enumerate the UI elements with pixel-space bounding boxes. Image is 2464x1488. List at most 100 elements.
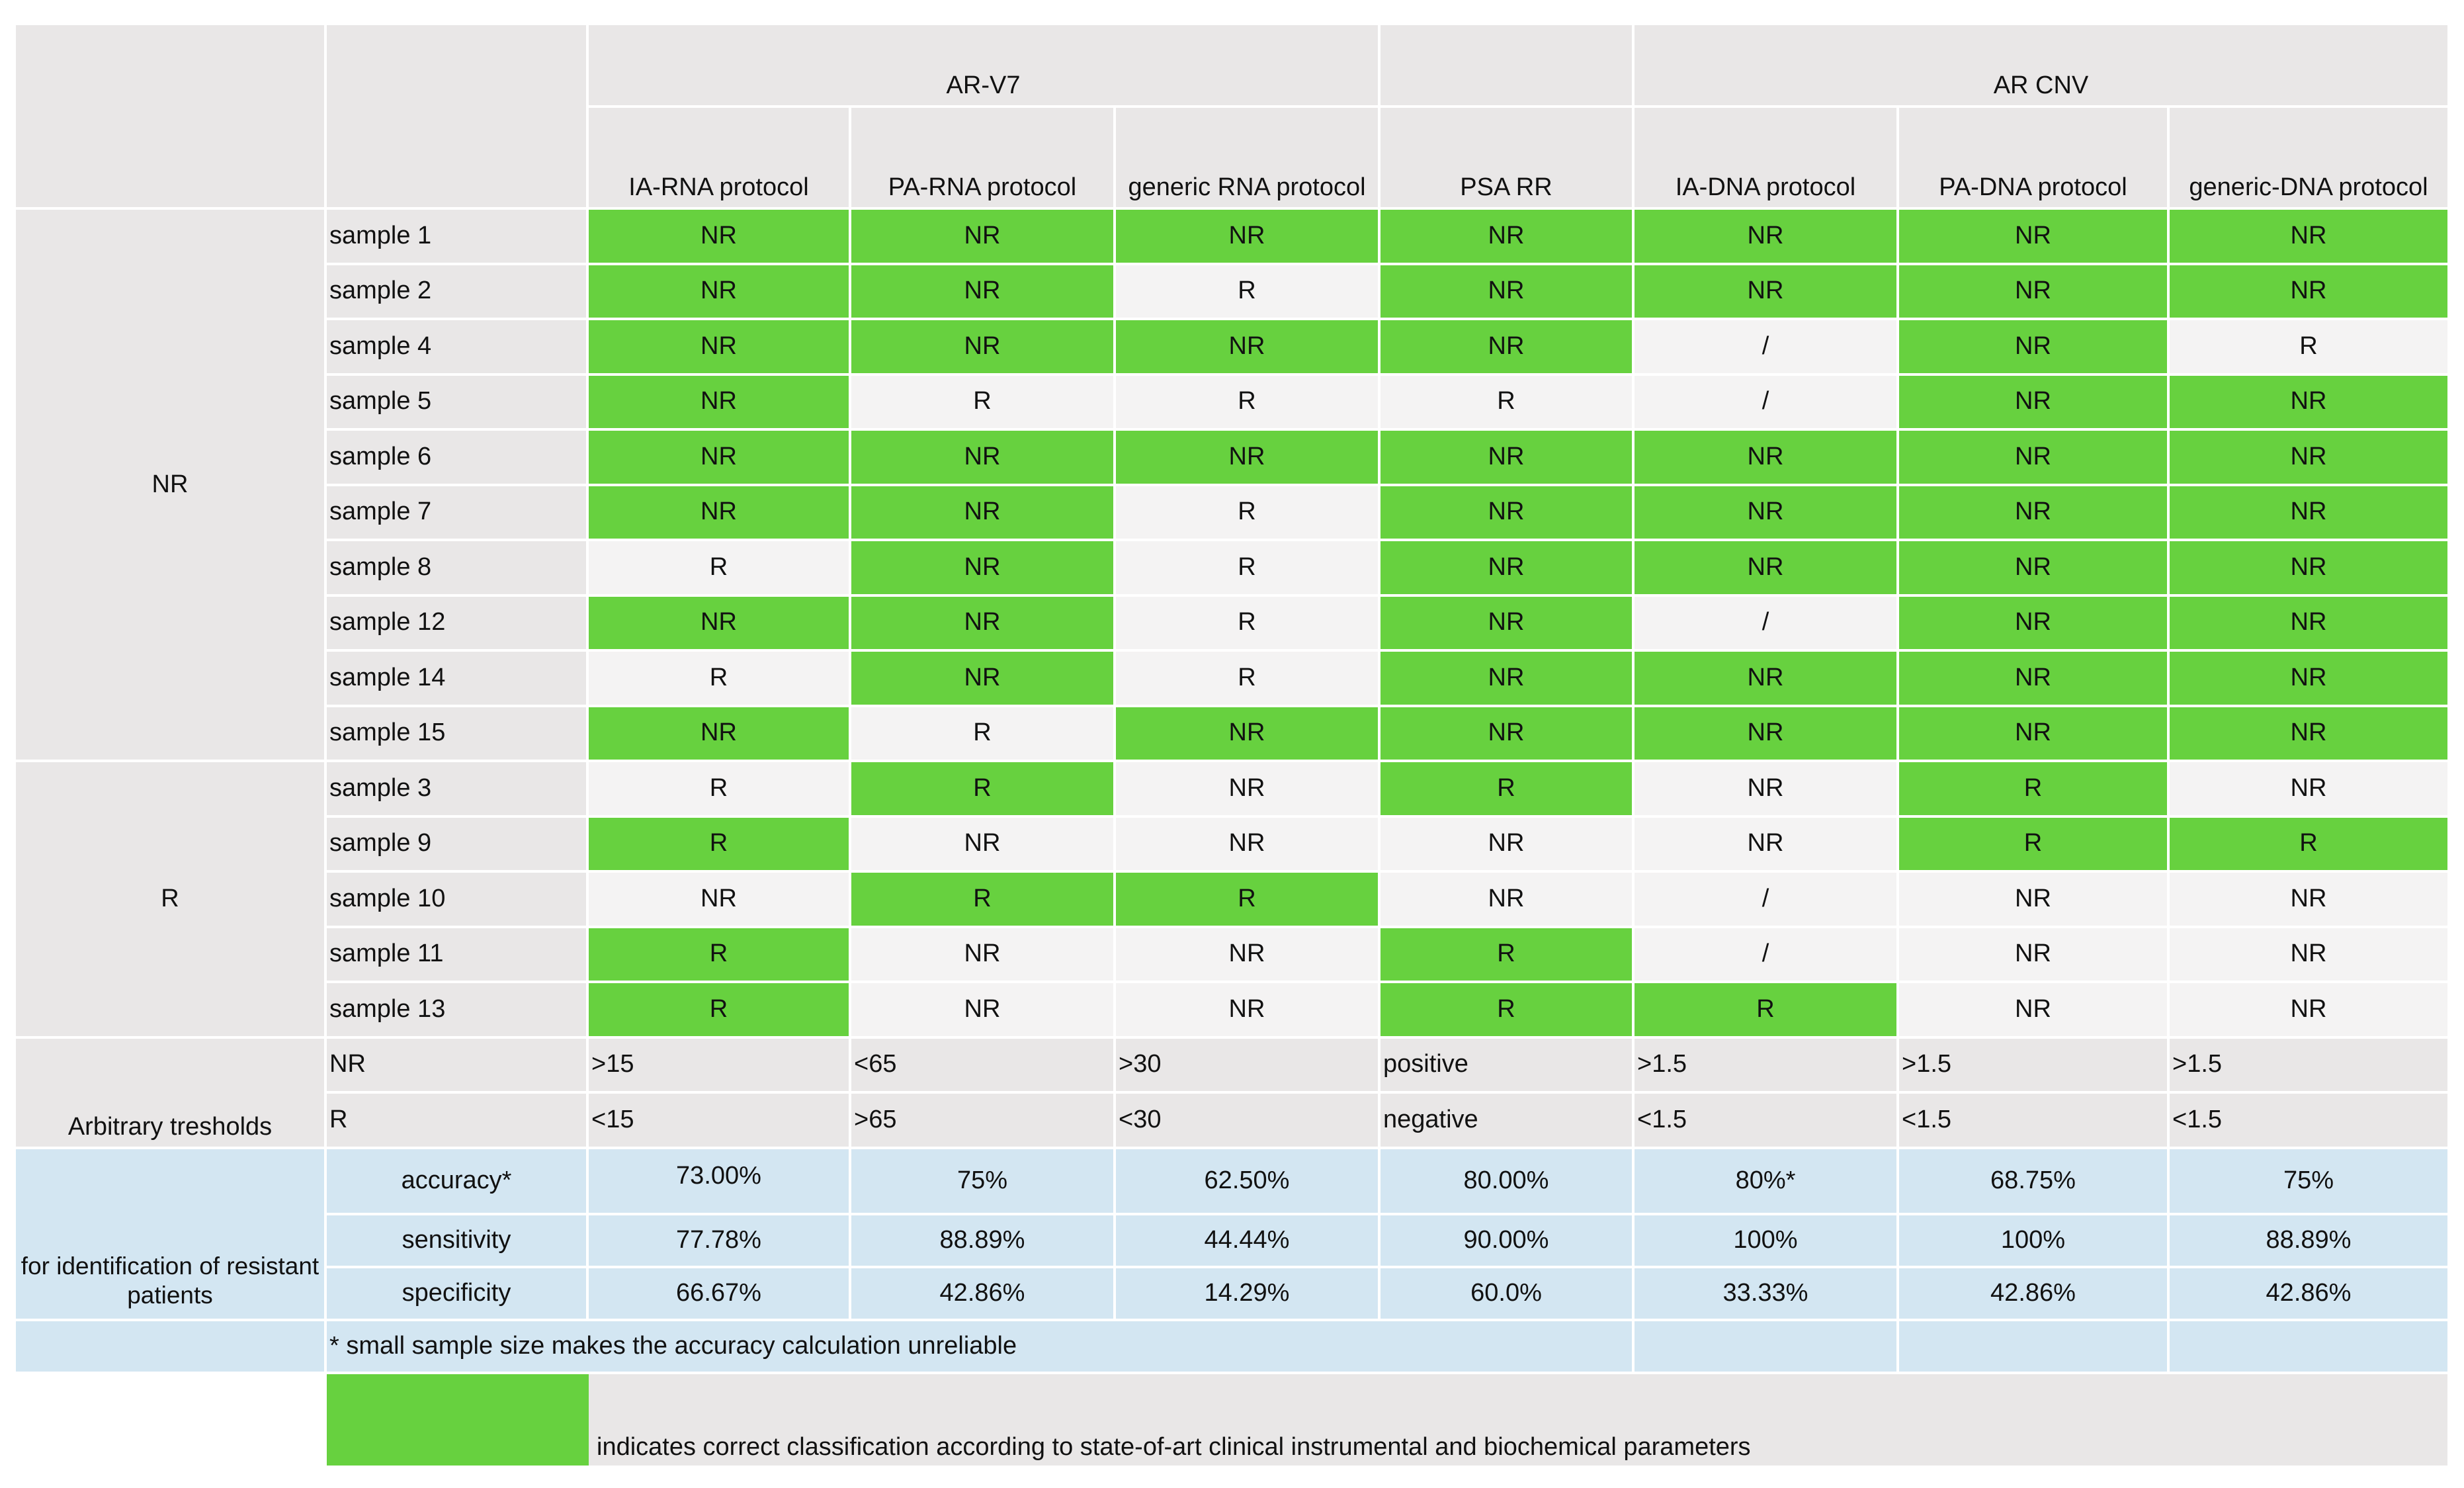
metric-value: 33.33% bbox=[1635, 1268, 1896, 1319]
table-cell: NR bbox=[1116, 707, 1378, 760]
sample-label: sample 11 bbox=[327, 928, 586, 981]
table-cell: NR bbox=[1116, 817, 1378, 870]
table-cell: NR bbox=[1899, 431, 2167, 484]
table-cell: NR bbox=[1381, 320, 1632, 373]
table-cell: R bbox=[1899, 762, 2167, 815]
table-cell: NR bbox=[1381, 265, 1632, 318]
table-cell: NR bbox=[2170, 596, 2447, 649]
table-cell: R bbox=[1381, 928, 1632, 981]
metric-value: 62.50% bbox=[1116, 1149, 1378, 1213]
metric-value: 44.44% bbox=[1116, 1215, 1378, 1266]
table-cell: NR bbox=[1899, 873, 2167, 926]
threshold-r-value: negative bbox=[1381, 1094, 1632, 1147]
table-cell: NR bbox=[851, 596, 1113, 649]
table-cell: R bbox=[589, 817, 849, 870]
table-cell: R bbox=[589, 983, 849, 1036]
table-cell: NR bbox=[589, 210, 849, 263]
footnote-blank bbox=[16, 1321, 324, 1372]
table-cell: NR bbox=[589, 596, 849, 649]
metric-value: 80.00% bbox=[1381, 1149, 1632, 1213]
table-cell: NR bbox=[1381, 707, 1632, 760]
table-cell: NR bbox=[2170, 707, 2447, 760]
metric-value: 66.67% bbox=[589, 1268, 849, 1319]
table-cell: NR bbox=[1381, 652, 1632, 705]
metric-value: 88.89% bbox=[851, 1215, 1113, 1266]
threshold-nr-value: >1.5 bbox=[1899, 1038, 2167, 1091]
table-cell: NR bbox=[2170, 928, 2447, 981]
metrics-label: for identification of resistant patients bbox=[16, 1149, 324, 1319]
table-cell: NR bbox=[1635, 707, 1896, 760]
table-cell: NR bbox=[1116, 928, 1378, 981]
metric-value: 75% bbox=[851, 1149, 1113, 1213]
legend-swatch bbox=[327, 1374, 589, 1466]
group-label-r: R bbox=[16, 762, 324, 1036]
table-cell: R bbox=[589, 541, 849, 594]
threshold-r-value: <1.5 bbox=[1899, 1094, 2167, 1147]
threshold-nr-value: >15 bbox=[589, 1038, 849, 1091]
table-cell: NR bbox=[2170, 541, 2447, 594]
table-cell: NR bbox=[851, 210, 1113, 263]
sample-label: sample 14 bbox=[327, 652, 586, 705]
table-cell: NR bbox=[1635, 265, 1896, 318]
group-header-psa-blank bbox=[1381, 25, 1632, 105]
threshold-nr-value: >1.5 bbox=[2170, 1038, 2447, 1091]
table-cell: NR bbox=[1635, 486, 1896, 539]
sample-label: sample 8 bbox=[327, 541, 586, 594]
sample-label: sample 3 bbox=[327, 762, 586, 815]
footnote-blank bbox=[1899, 1321, 2167, 1372]
table-cell: R bbox=[1116, 873, 1378, 926]
sample-label: sample 10 bbox=[327, 873, 586, 926]
table-cell: NR bbox=[1116, 983, 1378, 1036]
table-cell: NR bbox=[2170, 265, 2447, 318]
table-cell: R bbox=[1116, 486, 1378, 539]
table-cell: NR bbox=[1116, 431, 1378, 484]
footnote-blank bbox=[1635, 1321, 1896, 1372]
table-cell: NR bbox=[1635, 652, 1896, 705]
sample-label: sample 13 bbox=[327, 983, 586, 1036]
column-header: generic RNA protocol bbox=[1116, 108, 1378, 207]
table-cell: NR bbox=[851, 431, 1113, 484]
group-header-arv7: AR-V7 bbox=[589, 25, 1378, 105]
metric-value: 77.78% bbox=[589, 1215, 849, 1266]
table-cell: R bbox=[1899, 817, 2167, 870]
table-cell: NR bbox=[851, 320, 1113, 373]
table-cell: R bbox=[851, 762, 1113, 815]
table-cell: R bbox=[1116, 265, 1378, 318]
column-header: IA-RNA protocol bbox=[589, 108, 849, 207]
table-cell: NR bbox=[1899, 707, 2167, 760]
metric-value: 100% bbox=[1899, 1215, 2167, 1266]
table-cell: NR bbox=[1899, 320, 2167, 373]
table-cell: NR bbox=[2170, 431, 2447, 484]
threshold-r-value: <1.5 bbox=[1635, 1094, 1896, 1147]
footnote: * small sample size makes the accuracy c… bbox=[327, 1321, 1632, 1372]
table-cell: NR bbox=[1635, 817, 1896, 870]
table-cell: NR bbox=[2170, 983, 2447, 1036]
group-header-arcnv: AR CNV bbox=[1635, 25, 2447, 105]
threshold-r-value: >65 bbox=[851, 1094, 1113, 1147]
table-cell: NR bbox=[1635, 541, 1896, 594]
table-cell: NR bbox=[1899, 596, 2167, 649]
metric-value: 100% bbox=[1635, 1215, 1896, 1266]
table-cell: R bbox=[589, 762, 849, 815]
threshold-r-value: <30 bbox=[1116, 1094, 1378, 1147]
metric-value: 14.29% bbox=[1116, 1268, 1378, 1319]
footnote-blank bbox=[2170, 1321, 2447, 1372]
table-cell: NR bbox=[2170, 210, 2447, 263]
table-cell: R bbox=[851, 707, 1113, 760]
table-cell: R bbox=[2170, 817, 2447, 870]
table-cell: NR bbox=[1899, 486, 2167, 539]
column-header: generic-DNA protocol bbox=[2170, 108, 2447, 207]
column-header: PA-RNA protocol bbox=[851, 108, 1113, 207]
metric-value: 42.86% bbox=[2170, 1268, 2447, 1319]
table-cell: / bbox=[1635, 320, 1896, 373]
threshold-nr-value: >30 bbox=[1116, 1038, 1378, 1091]
table-cell: R bbox=[2170, 320, 2447, 373]
table-cell: NR bbox=[1381, 486, 1632, 539]
table-cell: R bbox=[1116, 541, 1378, 594]
table-cell: R bbox=[851, 873, 1113, 926]
column-header: IA-DNA protocol bbox=[1635, 108, 1896, 207]
sample-label: sample 2 bbox=[327, 265, 586, 318]
table-cell: R bbox=[1381, 762, 1632, 815]
threshold-nr-value: >1.5 bbox=[1635, 1038, 1896, 1091]
table-cell: R bbox=[589, 652, 849, 705]
